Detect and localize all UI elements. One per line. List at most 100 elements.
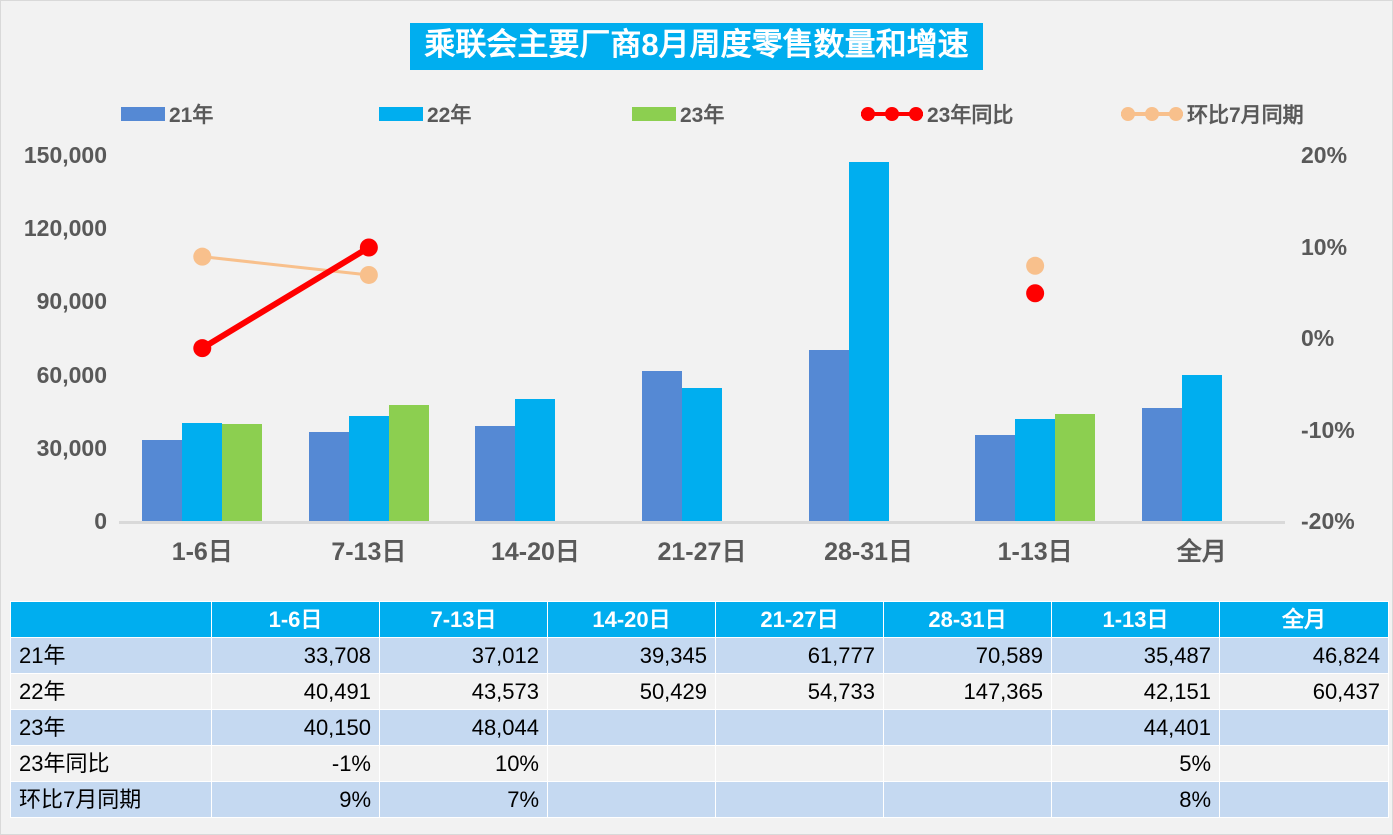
table-cell: 48,044 [380,710,547,745]
table-row-label: 21年 [11,638,211,673]
bar-22年 [1181,374,1222,522]
table-cell [1220,710,1388,745]
table-cell [716,782,883,817]
table-cell [548,710,715,745]
x-axis-label: 1-6日 [171,538,233,566]
y-axis-right-tick: 0% [1301,325,1335,351]
line-marker-icon [861,105,923,123]
table-cell: 61,777 [716,638,883,673]
legend-item-label: 22年 [427,104,472,127]
table-cell [1220,782,1388,817]
x-axis-label: 14-20日 [490,538,580,566]
table-cell: 7% [380,782,547,817]
y-axis-left-tick: 60,000 [36,361,107,388]
table-cell: 10% [380,746,547,781]
bar-21年 [142,439,183,522]
table-body: 21年 33,708 37,012 39,345 61,777 70,589 35,487 4… [11,638,1388,817]
table-cell: 43,573 [380,674,547,709]
bar-21年 [808,349,849,522]
table-row-label: 23年同比 [11,746,211,781]
bar-swatch-icon [121,107,165,121]
table-cell [884,710,1051,745]
bar-22年 [1015,419,1056,522]
table-header-cell: 全月 [1220,602,1388,637]
table-header-cell: 21-27日 [716,602,883,637]
y-axis-left-tick: 120,000 [23,215,107,242]
table-corner-cell [11,602,211,637]
table-cell [884,782,1051,817]
data-table: 1-6日 7-13日 14-20日 21-27日 28-31日 1-13日 全月 21年 33… [10,601,1389,818]
table-cell: 147,365 [884,674,1051,709]
y-axis-left: 150,000 120,000 90,000 60,000 30,000 0 [1,144,107,536]
y-axis-left-tick: 30,000 [36,434,107,461]
table-cell: 33,708 [212,638,379,673]
table-row-label: 23年 [11,710,211,745]
table-header-cell: 7-13日 [380,602,547,637]
y-axis-right-tick: 10% [1301,233,1348,260]
bar-group [785,156,952,522]
legend-item-2[interactable]: 22年 [379,99,471,129]
x-axis-label: 1-13日 [997,538,1073,566]
y-axis-right-tick: -20% [1301,508,1355,534]
bar-group [619,156,786,522]
table-cell [548,746,715,781]
x-axis-label: 28-31日 [824,538,914,566]
table-cell: -1% [212,746,379,781]
plot-area [119,156,1285,522]
table-row: 环比7月同期 9% 7% 8% [11,782,1388,817]
table-row: 23年同比 -1% 10% 5% [11,746,1388,781]
bar-23年 [222,424,263,522]
table-cell: 46,824 [1220,638,1388,673]
legend-item-label: 23年同比 [927,104,1014,127]
bar-swatch-icon [379,107,423,121]
y-axis-left-tick: 0 [94,508,107,534]
bar-group [452,156,619,522]
table-row-label: 22年 [11,674,211,709]
bar-23年 [1055,413,1096,522]
table-row: 23年 40,150 48,044 44,401 [11,710,1388,745]
legend-item-label: 21年 [169,104,214,127]
table-header-row: 1-6日 7-13日 14-20日 21-27日 28-31日 1-13日 全月 [11,602,1388,637]
table-cell [548,782,715,817]
legend-item-5[interactable]: 环比7月同期 [1121,99,1304,129]
bar-21年 [975,435,1016,522]
x-axis-label: 7-13日 [331,538,407,566]
y-axis-left-tick: 90,000 [36,288,107,315]
bar-22年 [515,398,556,522]
bar-22年 [848,162,889,522]
page-title: 乘联会主要厂商8月周度零售数量和增速 [410,23,983,70]
table-cell: 40,491 [212,674,379,709]
table-row: 22年 40,491 43,573 50,429 54,733 147,365 42,151… [11,674,1388,709]
bar-22年 [182,423,223,522]
table-row: 21年 33,708 37,012 39,345 61,777 70,589 35,487 4… [11,638,1388,673]
table-cell [1220,746,1388,781]
x-axis-baseline [119,521,1285,524]
y-axis-right-tick: -10% [1301,416,1355,443]
legend-item-1[interactable]: 21年 [121,99,213,129]
bar-21年 [1141,407,1182,522]
x-axis-label: 全月 [1176,538,1227,566]
legend-item-4[interactable]: 23年同比 [861,99,1013,129]
table-cell: 70,589 [884,638,1051,673]
bar-21年 [308,431,349,522]
bar-22年 [681,388,722,522]
bar-swatch-icon [632,107,676,121]
bar-group [119,156,286,522]
table-cell: 54,733 [716,674,883,709]
x-axis-labels: 1-6日 7-13日 14-20日 21-27日 28-31日 1-13日 全月 [119,532,1285,578]
legend-item-3[interactable]: 23年 [632,99,724,129]
y-axis-right-tick: 20% [1301,142,1348,168]
bar-21年 [475,426,516,522]
table-header-cell: 28-31日 [884,602,1051,637]
table-cell: 44,401 [1052,710,1219,745]
chart-legend: 21年 22年 23年 23年同比 环比7月同期 [121,96,1304,132]
legend-item-label: 环比7月同期 [1187,104,1304,127]
table-row-label: 环比7月同期 [11,782,211,817]
legend-item-label: 23年 [680,104,725,127]
bar-23年 [388,404,429,522]
table-header-cell: 1-13日 [1052,602,1219,637]
bar-22年 [348,415,389,522]
table-cell [884,746,1051,781]
table-cell: 37,012 [380,638,547,673]
